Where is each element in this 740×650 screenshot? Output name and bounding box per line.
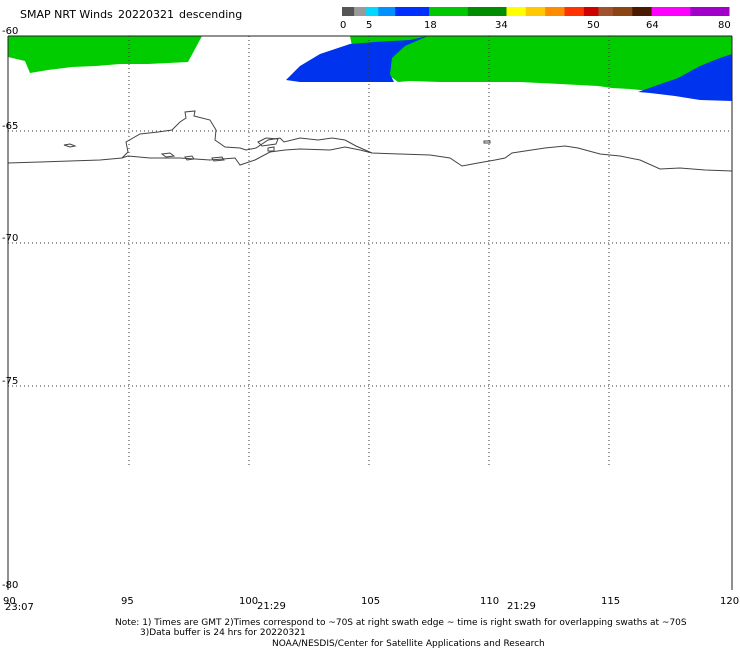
lon-label-90: 90 — [3, 596, 16, 607]
colorbar-segment-1 — [354, 7, 367, 16]
figure-date: 20220321 — [118, 8, 174, 21]
note-line-2: 3)Data buffer is 24 hrs for 20220321 — [140, 628, 306, 638]
coastline-island-2 — [160, 152, 176, 158]
figure-title: SMAP NRT Winds — [20, 8, 113, 21]
lat-label-65: -65 — [2, 121, 19, 132]
note-line-1: Note: 1) Times are GMT 2)Times correspon… — [115, 618, 687, 628]
colorbar-segment-6 — [467, 7, 507, 16]
lon-label-95: 95 — [121, 596, 134, 607]
map-frame — [7, 35, 733, 590]
colorbar-segment-4 — [395, 7, 430, 16]
lon-label-120: 120 — [720, 596, 740, 607]
lat-label-80: -80 — [2, 580, 19, 591]
colorbar-segment-8 — [525, 7, 546, 16]
colorbar-segment-2 — [366, 7, 379, 16]
colorbar-tick-0: 0 — [340, 20, 347, 31]
colorbar-segment-9 — [545, 7, 566, 16]
lat-label-60: -60 — [2, 26, 19, 37]
colorbar-tick-80: 80 — [718, 20, 731, 31]
lon-label-105: 105 — [361, 596, 381, 607]
coastline-island-5 — [257, 137, 279, 147]
wind-swath-blue-right — [638, 54, 732, 101]
colorbar-tick-34: 34 — [495, 20, 508, 31]
graticule — [8, 36, 732, 466]
colorbar-segment-11 — [583, 7, 599, 16]
lat-label-70: -70 — [2, 233, 19, 244]
colorbar-segment-0 — [342, 7, 355, 16]
wind-swath-blue-middle — [286, 36, 428, 82]
swath-time-3: 21:29 — [507, 601, 536, 612]
coastline-island-4 — [211, 156, 225, 162]
wind-speed-colorbar — [342, 7, 730, 16]
colorbar-tick-5: 5 — [366, 20, 373, 31]
coastline-island-3 — [184, 155, 195, 161]
coastline-island-1 — [63, 143, 77, 148]
wind-swath-green-right — [350, 36, 732, 98]
colorbar-tick-64: 64 — [646, 20, 659, 31]
colorbar-segment-5 — [429, 7, 469, 16]
lat-label-75: -75 — [2, 376, 19, 387]
colorbar-segment-3 — [378, 7, 396, 16]
colorbar-segment-13 — [612, 7, 633, 16]
coastline-shelf-edge — [121, 110, 373, 159]
lon-label-100: 100 — [239, 596, 259, 607]
wind-swath-right — [286, 36, 732, 101]
colorbar-segment-12 — [598, 7, 614, 16]
wind-swath-green-left — [8, 36, 202, 73]
colorbar-segments — [342, 7, 730, 16]
credit-line: NOAA/NESDIS/Center for Satellite Applica… — [272, 639, 545, 649]
figure-pass: descending — [179, 8, 243, 21]
wind-swath-left — [8, 36, 202, 73]
coastline-island-6 — [267, 146, 275, 152]
coastline-island-7 — [483, 140, 491, 144]
colorbar-segment-7 — [506, 7, 527, 16]
colorbar-segment-15 — [651, 7, 691, 16]
coastline-main — [7, 145, 733, 172]
colorbar-tick-50: 50 — [587, 20, 600, 31]
colorbar-tick-18: 18 — [424, 20, 437, 31]
swath-time-1: 23:07 — [5, 602, 34, 613]
colorbar-segment-10 — [564, 7, 585, 16]
lon-label-110: 110 — [480, 596, 500, 607]
colorbar-segment-16 — [690, 7, 730, 16]
lon-label-115: 115 — [601, 596, 621, 607]
colorbar-segment-14 — [632, 7, 653, 16]
antarctic-coastline — [7, 110, 733, 172]
swath-time-2: 21:29 — [257, 601, 286, 612]
